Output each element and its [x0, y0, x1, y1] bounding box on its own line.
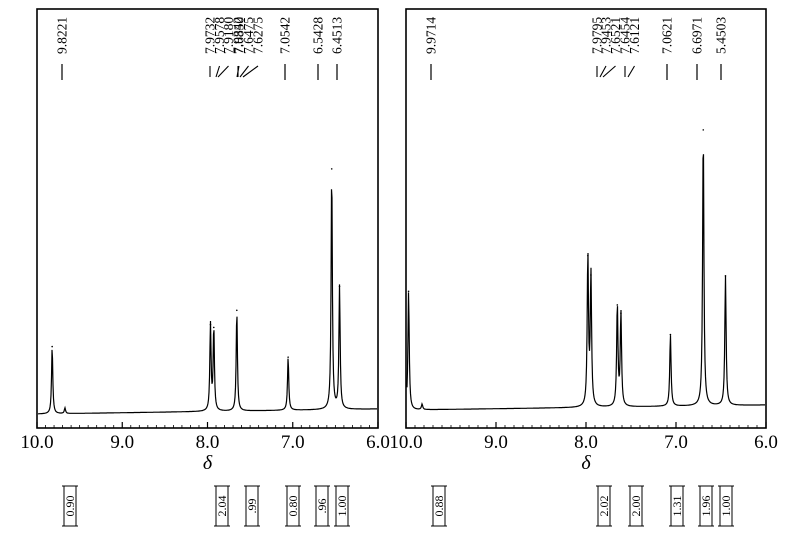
integral-marker: 0.90 — [62, 485, 78, 527]
peak-label: 7.9342 — [231, 17, 246, 54]
plot-frame — [36, 8, 379, 429]
x-tick-label: 8.0 — [574, 432, 598, 453]
peak-label: 7.6850 — [232, 17, 247, 54]
peak-point — [236, 309, 238, 312]
peak-point — [407, 290, 410, 293]
integral-bracket — [431, 485, 447, 527]
x-axis-label: δ — [203, 452, 213, 474]
peak-point — [590, 274, 592, 276]
integral-bracket — [334, 485, 350, 527]
integral-value: 0.80 — [286, 496, 300, 517]
integral-bracket — [62, 485, 78, 527]
peak-point — [338, 285, 341, 288]
integral-bracket — [214, 485, 230, 527]
integral-bracket — [244, 485, 260, 527]
peak-label: 9.8221 — [55, 17, 70, 54]
integral-bracket — [669, 485, 685, 527]
integral-bracket — [628, 485, 644, 527]
integral-marker: 1.96 — [698, 485, 714, 527]
integral-value: 2.02 — [597, 496, 611, 517]
peak-label: 5.4503 — [714, 17, 729, 54]
integral-marker: 2.02 — [596, 485, 612, 527]
integral-marker: .99 — [244, 485, 260, 527]
peak-label: 7.9795 — [590, 17, 605, 54]
peak-leader-line — [627, 65, 635, 78]
peak-label: 7.6121 — [627, 17, 642, 54]
integral-value: .96 — [315, 499, 329, 514]
peak-point — [620, 312, 622, 314]
integral-value: 1.00 — [335, 496, 349, 517]
peak-leader-line — [236, 65, 240, 78]
integral-marker: 1.00 — [334, 485, 350, 527]
integral-value: 1.31 — [670, 496, 684, 517]
integral-marker: 2.04 — [214, 485, 230, 527]
peak-point — [724, 275, 727, 277]
peak-label: 6.5428 — [311, 17, 326, 54]
peak-leader-line — [242, 65, 259, 78]
peak-label: 7.9180 — [221, 17, 236, 54]
peak-leader-line — [215, 65, 221, 78]
integral-marker: 1.00 — [718, 485, 734, 527]
peak-point — [669, 333, 672, 336]
peak-point — [51, 345, 53, 348]
peak-point — [702, 129, 705, 131]
integral-bracket — [718, 485, 734, 527]
peak-label: 7.0542 — [278, 17, 293, 54]
peak-label: 7.6521 — [608, 17, 623, 54]
peak-label: 6.4513 — [330, 17, 345, 54]
integral-marker: 0.80 — [285, 485, 301, 527]
peak-label: 7.6275 — [251, 17, 266, 54]
x-tick-label: 8.0 — [196, 432, 220, 453]
peak-label: 7.6454 — [618, 17, 633, 54]
peak-leader-line — [599, 65, 607, 78]
peak-label: 7.9578 — [212, 17, 227, 54]
peak-point — [287, 356, 289, 358]
integral-value: 1.00 — [719, 496, 733, 517]
x-tick-label: 10.0 — [20, 432, 53, 453]
integral-bracket — [596, 485, 612, 527]
spectrum-trace — [406, 154, 765, 411]
peak-label: 7.9732 — [203, 17, 218, 54]
peak-leader-line — [217, 65, 229, 78]
peak-label: 6.6971 — [690, 17, 705, 54]
x-tick-label: 7.0 — [281, 432, 305, 453]
peak-label: 7.6475 — [241, 17, 256, 54]
integral-bracket — [285, 485, 301, 527]
x-tick-label: 10.0 — [389, 432, 422, 453]
x-tick-label: 9.0 — [110, 432, 134, 453]
integral-value: .99 — [245, 499, 259, 514]
x-axis-label: δ — [581, 452, 591, 474]
spectrum-trace — [38, 189, 377, 415]
peak-point — [330, 168, 333, 170]
integral-bracket — [698, 485, 714, 527]
peak-point — [212, 326, 215, 329]
peak-leader-line — [239, 65, 249, 78]
integral-marker: .96 — [314, 485, 330, 527]
integral-value: 2.00 — [629, 496, 643, 517]
integral-value: 0.90 — [63, 496, 77, 517]
peak-label: 9.9714 — [424, 17, 439, 54]
x-tick-label: 7.0 — [664, 432, 688, 453]
x-tick-label: 6.0 — [754, 432, 778, 453]
x-tick-label: 6.0 — [366, 432, 390, 453]
integral-marker: 0.88 — [431, 485, 447, 527]
nmr-spectrum-panel-left: 10.0 9.0 8.0 7.0 6.0 δ 9.8221 7.97327.95787.918… — [20, 8, 390, 527]
nmr-spectrum-panel-right: 10.0 9.0 8.0 7.0 6.0 δ 9.9714 7.97957.94537.652… — [389, 8, 778, 527]
peak-point — [616, 304, 619, 306]
integral-value: 1.96 — [699, 496, 713, 517]
peak-point — [587, 254, 589, 257]
integral-value: 0.88 — [432, 496, 446, 517]
integral-value: 2.04 — [215, 496, 229, 517]
integral-marker: 1.31 — [669, 485, 685, 527]
peak-leader-line — [602, 65, 616, 78]
peak-point — [209, 323, 212, 326]
x-tick-label: 9.0 — [484, 432, 508, 453]
peak-label: 7.0621 — [660, 17, 675, 54]
peak-label: 7.9453 — [599, 17, 614, 54]
integral-bracket — [314, 485, 330, 527]
integral-marker: 2.00 — [628, 485, 644, 527]
